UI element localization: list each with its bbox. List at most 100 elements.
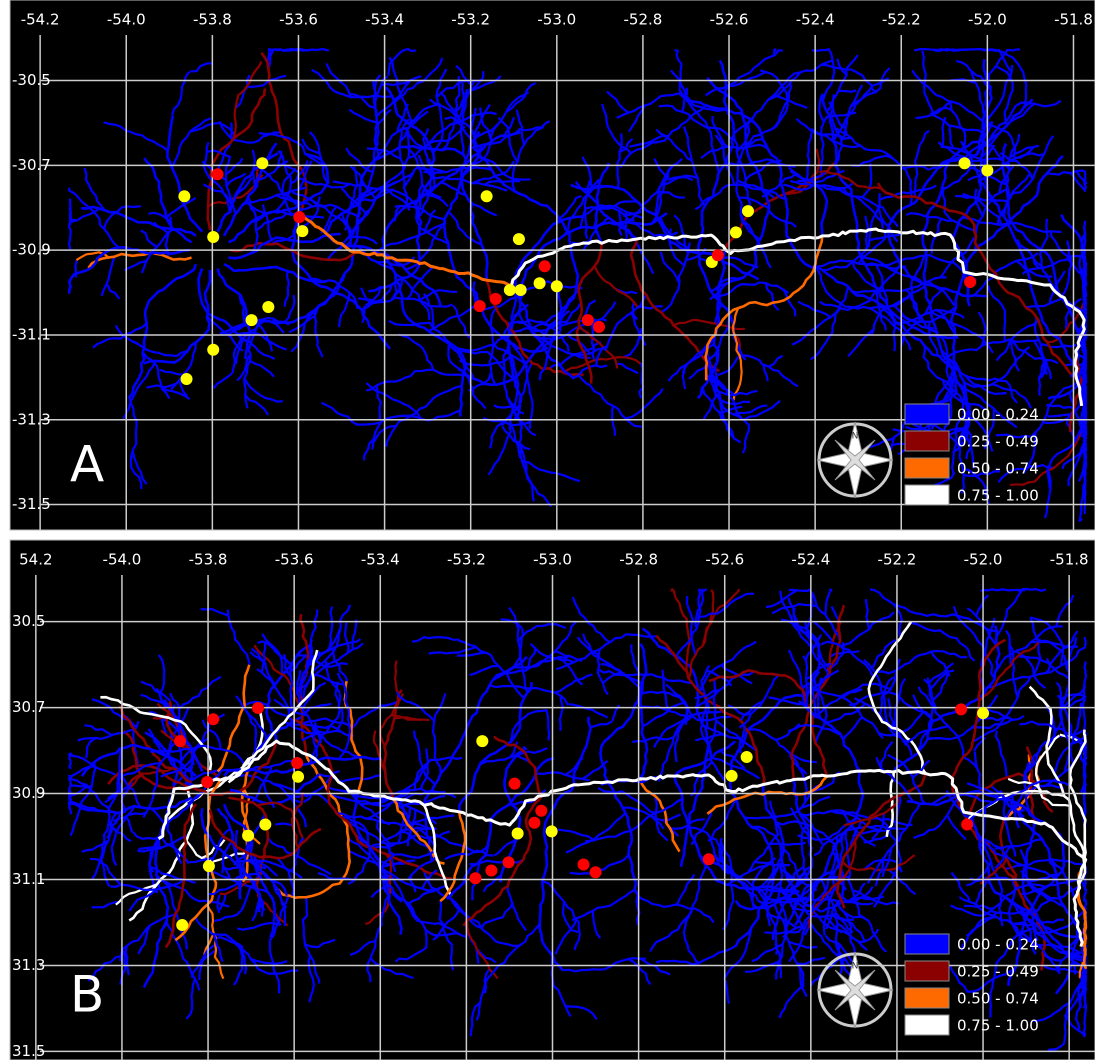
river [261, 204, 273, 240]
river [568, 703, 609, 719]
river [974, 188, 984, 218]
river [707, 678, 727, 783]
river [810, 127, 852, 140]
river [557, 195, 582, 223]
river [569, 853, 631, 876]
river [1032, 1001, 1070, 1023]
river [390, 278, 404, 301]
site-point [593, 320, 605, 333]
river [165, 196, 197, 219]
river [423, 111, 497, 150]
river [883, 658, 902, 696]
river [1010, 793, 1020, 829]
river [964, 470, 1001, 477]
river [771, 865, 812, 941]
river [735, 138, 763, 240]
river [227, 649, 319, 784]
river [558, 695, 564, 731]
site-point [256, 157, 269, 170]
river [246, 74, 287, 88]
river [407, 856, 437, 880]
river [515, 109, 526, 145]
river [985, 124, 1017, 162]
site-point [955, 703, 968, 716]
river [308, 131, 329, 183]
river [387, 47, 416, 76]
site-point [489, 292, 502, 305]
legend-swatch [904, 457, 950, 479]
river [365, 788, 412, 820]
river [778, 984, 805, 1019]
river [1030, 378, 1081, 438]
river [1046, 403, 1077, 411]
river [439, 91, 474, 144]
river [202, 164, 231, 212]
river [212, 932, 224, 963]
river [178, 379, 188, 397]
river [444, 116, 479, 153]
river [933, 471, 956, 487]
river [244, 394, 270, 416]
river [923, 91, 984, 135]
river [922, 345, 972, 440]
river [701, 723, 757, 751]
river [866, 436, 896, 450]
river [155, 687, 204, 773]
river [240, 764, 251, 883]
river [838, 611, 895, 648]
site-point [296, 225, 309, 238]
river [583, 208, 589, 240]
river [987, 285, 1007, 341]
legend-label: 0.75 - 1.00 [957, 487, 1039, 505]
river [805, 132, 813, 180]
river [157, 654, 166, 695]
river [310, 673, 343, 686]
river [563, 184, 603, 236]
river [595, 344, 608, 367]
river [1080, 953, 1087, 989]
river [406, 265, 434, 301]
river [261, 633, 284, 676]
river [71, 778, 112, 813]
river [738, 674, 780, 729]
river [772, 48, 777, 55]
river [140, 228, 174, 274]
river [968, 772, 1054, 814]
river [1075, 893, 1088, 970]
river [744, 960, 780, 973]
river [497, 116, 518, 162]
river [682, 865, 708, 965]
compass-label: N [852, 432, 859, 442]
river [951, 410, 970, 474]
river [448, 211, 483, 246]
river [408, 125, 466, 159]
river [393, 204, 402, 222]
river [289, 717, 334, 775]
river [974, 876, 988, 905]
river [399, 110, 429, 142]
river [960, 140, 973, 163]
river [1083, 171, 1088, 190]
river [419, 748, 430, 790]
river [394, 716, 430, 722]
river [438, 900, 454, 947]
river [797, 300, 831, 318]
river [81, 205, 197, 237]
river [616, 133, 623, 188]
river [1060, 214, 1088, 384]
river [1078, 474, 1087, 522]
river [473, 147, 573, 247]
river [431, 175, 508, 192]
site-point [725, 769, 738, 782]
river [542, 880, 581, 951]
river [340, 187, 367, 215]
river [785, 865, 805, 890]
river [880, 306, 897, 352]
river [577, 373, 642, 428]
river [846, 263, 902, 312]
river [964, 374, 1007, 396]
river [508, 606, 529, 694]
river [653, 714, 688, 749]
site-point [262, 300, 275, 313]
x-tick-label: -52.6 [710, 11, 749, 29]
